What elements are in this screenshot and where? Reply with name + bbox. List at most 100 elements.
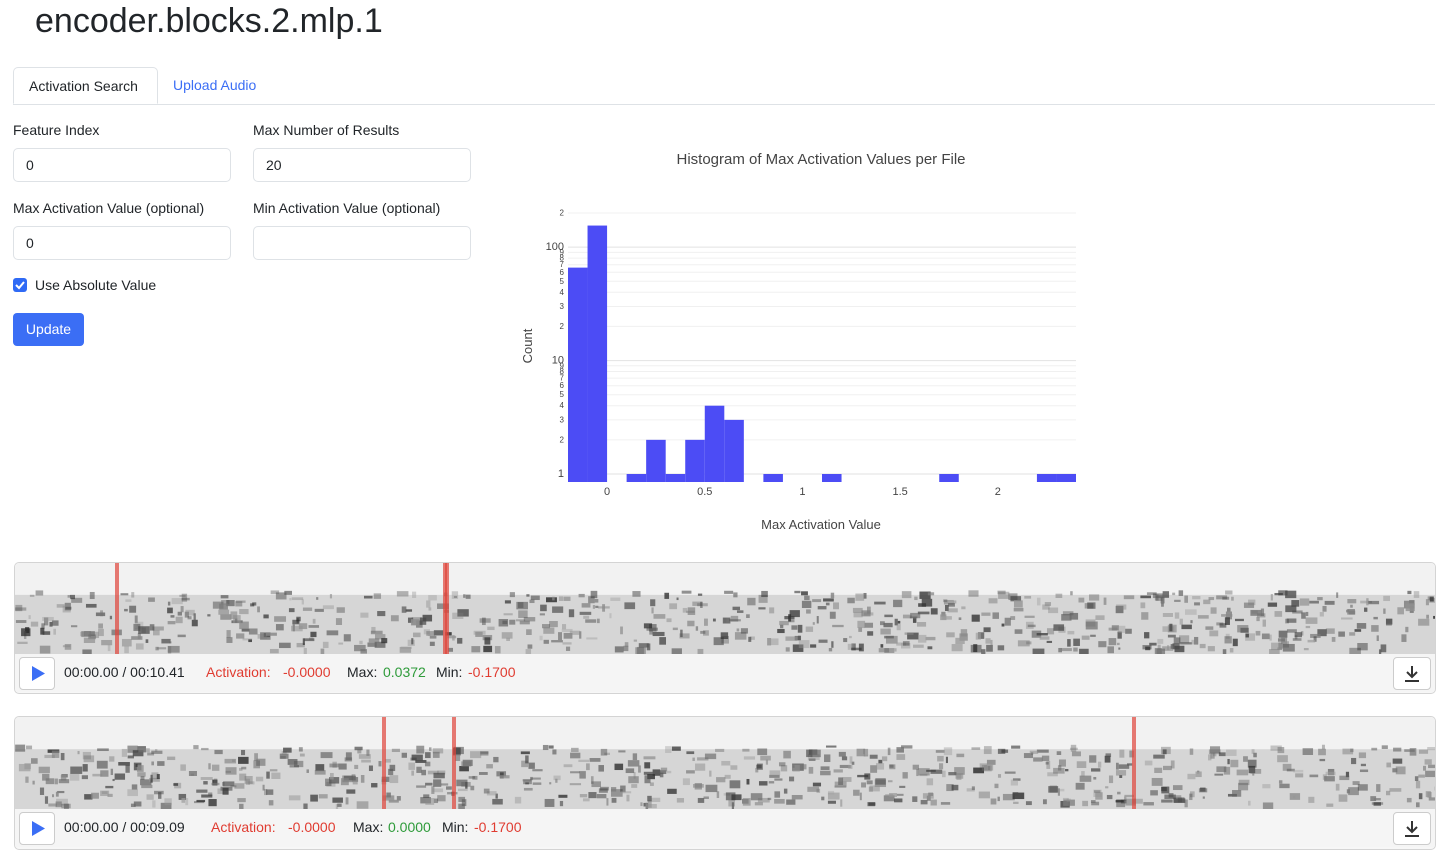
spectrogram-cell: [487, 626, 495, 631]
tab[interactable]: Upload Audio: [173, 77, 257, 93]
spectrogram-cell: [424, 761, 431, 767]
spectrogram-cell: [39, 645, 51, 654]
spectrogram-cell: [1189, 793, 1193, 801]
tab[interactable]: Activation Search: [13, 67, 158, 104]
spectrogram-cell: [894, 798, 903, 803]
spectrogram-cell: [600, 786, 609, 791]
max-value: 0.0372: [383, 664, 426, 680]
spectrogram-cell: [579, 771, 586, 779]
spectrogram-cell: [241, 628, 250, 632]
spectrogram-cell: [1124, 794, 1134, 798]
spectrogram-cell: [1191, 639, 1195, 645]
spectrogram-cell: [1053, 767, 1065, 774]
spectrogram-cell: [1292, 638, 1302, 641]
spectrogram-cell: [866, 606, 871, 614]
spectrogram-cell: [1295, 773, 1304, 778]
spectrogram-cell: [830, 592, 835, 599]
spectrogram-cell: [1269, 634, 1272, 641]
spectrogram-cell: [178, 793, 187, 800]
spectrogram-cell: [131, 784, 138, 790]
spectrogram-cell: [1144, 632, 1150, 639]
spectrogram-cell: [1046, 640, 1053, 643]
spectrogram-cell: [127, 755, 134, 759]
spectrogram-cell: [281, 751, 287, 755]
spectrogram-cell: [1070, 591, 1073, 596]
spectrogram-cell: [479, 618, 491, 623]
spectrogram-cell: [42, 631, 51, 635]
update-button[interactable]: Update: [13, 313, 84, 346]
spectrogram-cell: [1350, 748, 1354, 753]
spectrogram-cell: [1184, 799, 1188, 808]
text-input[interactable]: 0: [13, 148, 231, 182]
spectrogram-cell: [660, 767, 668, 772]
checkbox[interactable]: [13, 278, 27, 292]
spectrogram-cell: [239, 803, 244, 810]
spectrogram-cell: [767, 797, 772, 801]
spectrogram-cell: [1225, 633, 1230, 639]
spectrogram-cell: [432, 788, 444, 793]
text-input[interactable]: 0: [13, 226, 231, 260]
spectrogram-cell: [136, 765, 144, 772]
play-button[interactable]: [19, 657, 55, 690]
spectrogram-cell: [51, 750, 60, 758]
spectrogram-cell: [812, 622, 815, 625]
y-tick-label: 8: [560, 367, 565, 376]
spectrogram-cell: [58, 779, 70, 784]
spectrogram-cell: [472, 775, 478, 780]
spectrogram-cell: [955, 772, 964, 779]
spectrogram-cell: [981, 764, 994, 771]
spectrogram-cell: [1317, 597, 1323, 601]
spectrogram-cell: [1383, 595, 1390, 602]
spectrogram-cell: [1095, 792, 1103, 800]
spectrogram-cell: [590, 776, 594, 784]
spectrogram-cell: [35, 590, 44, 596]
spectrogram-cell: [586, 763, 590, 771]
spectrogram-cell: [889, 764, 894, 768]
spectrogram-cell: [1107, 646, 1114, 654]
spectrogram-cell: [1164, 794, 1176, 800]
spectrogram-cell: [1406, 797, 1412, 803]
spectrogram-cell: [51, 620, 59, 626]
text-input[interactable]: [253, 226, 471, 260]
spectrogram-cell: [579, 631, 582, 639]
download-button[interactable]: [1393, 812, 1431, 845]
spectrogram-cell: [646, 627, 658, 631]
spectrogram-cell: [381, 638, 388, 644]
spectrogram-cell: [1262, 784, 1271, 789]
spectrogram-cell: [609, 613, 612, 619]
spectrogram-cell: [620, 791, 632, 794]
spectrogram-cell: [411, 754, 423, 761]
spectrogram-cell: [52, 794, 55, 798]
spectrogram-cell: [352, 777, 358, 785]
spectrogram-cell: [173, 783, 179, 786]
spectrogram-cell: [1349, 647, 1361, 655]
spectrogram-cell: [1426, 614, 1429, 619]
spectrogram-cell: [910, 612, 921, 619]
spectrogram-cell: [135, 643, 144, 650]
spectrogram-cell: [927, 646, 933, 650]
spectrogram-cell: [1116, 799, 1126, 808]
spectrogram-cell: [1236, 769, 1249, 776]
spectrogram-cell: [1342, 748, 1354, 755]
spectrogram-cell: [765, 759, 769, 765]
spectrogram-cell: [221, 600, 230, 605]
spectrogram-cell: [525, 649, 532, 656]
play-button[interactable]: [19, 812, 55, 845]
spectrogram-cell: [1326, 803, 1334, 807]
spectrogram-cell: [1428, 764, 1435, 769]
spectrogram-cell: [156, 647, 167, 650]
spectrogram-cell: [779, 620, 789, 626]
x-tick-label: 0: [604, 486, 610, 498]
spectrogram-cell: [235, 600, 246, 603]
spectrogram-cell: [1224, 617, 1230, 625]
download-button[interactable]: [1393, 657, 1431, 690]
spectrogram-cell: [736, 628, 740, 632]
spectrogram-cell: [650, 599, 656, 607]
spectrogram-cell: [303, 647, 307, 656]
spectrogram-cell: [912, 617, 917, 623]
spectrogram-cell: [1433, 615, 1435, 619]
spectrogram-cell: [1090, 634, 1096, 637]
spectrogram-cell: [367, 642, 377, 647]
spectrogram-cell: [378, 761, 382, 767]
text-input[interactable]: 20: [253, 148, 471, 182]
